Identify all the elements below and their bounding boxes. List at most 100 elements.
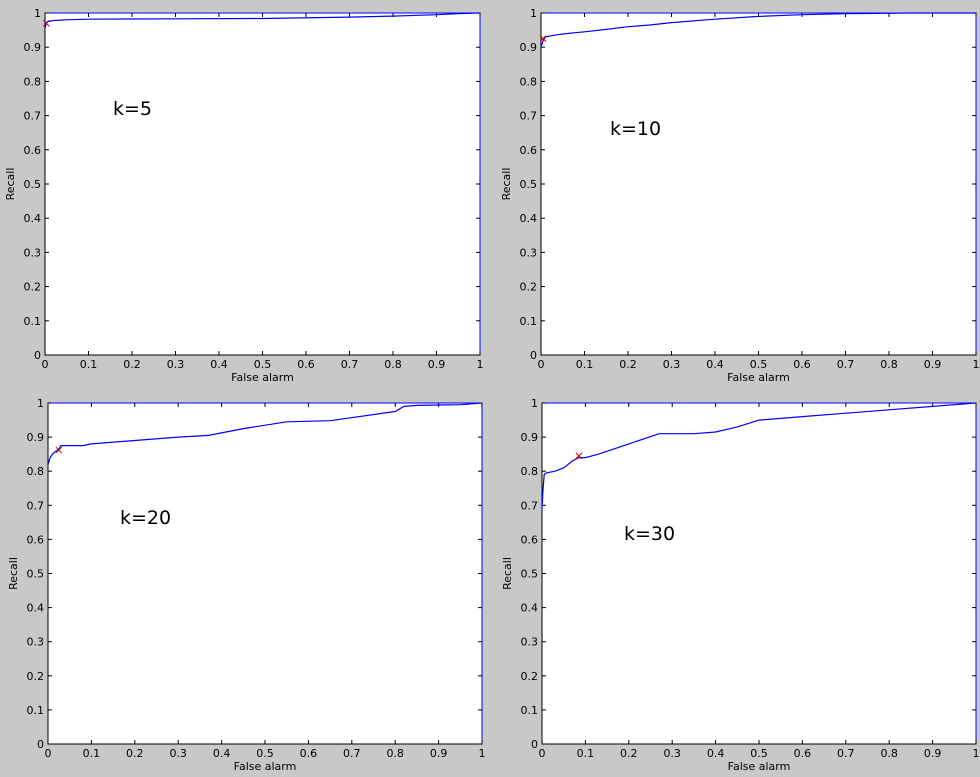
plot-area	[44, 12, 481, 356]
roc-curve	[540, 12, 976, 48]
x-tick-label: 0.4	[213, 747, 231, 760]
x-tick-label: 0.2	[126, 747, 144, 760]
y-tick-label: 0.1	[521, 704, 539, 717]
y-tick-label: 0.4	[521, 602, 539, 615]
y-tick-label: 0.8	[27, 465, 45, 478]
y-tick-label: 0.5	[520, 178, 538, 191]
x-tick-label: 0.5	[256, 747, 274, 760]
y-tick-label: 0.7	[521, 499, 539, 512]
x-tick-label: 0.6	[793, 358, 811, 371]
y-tick-label: 0	[530, 349, 537, 362]
y-tick-label: 0	[531, 738, 538, 751]
y-tick-label: 0.3	[521, 636, 539, 649]
y-tick-label: 0.3	[520, 246, 538, 259]
x-tick-label: 1	[973, 358, 980, 371]
y-tick-label: 0.2	[521, 670, 539, 683]
y-tick-label: 1	[37, 397, 44, 410]
k-annotation: k=10	[610, 118, 661, 140]
x-tick-label: 0.1	[577, 747, 595, 760]
y-tick-label: 0.7	[520, 110, 538, 123]
x-tick-label: 0.1	[576, 358, 594, 371]
y-tick-label: 0.4	[24, 212, 42, 225]
operating-point-marker	[575, 452, 583, 460]
marker-stroke	[55, 446, 63, 454]
x-tick-label: 0.7	[837, 747, 855, 760]
x-tick-label: 0.2	[619, 358, 637, 371]
y-tick-label: 1	[531, 397, 538, 410]
x-tick-label: 0.4	[706, 358, 724, 371]
x-tick-label: 0.3	[169, 747, 187, 760]
y-tick-label: 0.1	[27, 704, 45, 717]
y-tick-label: 0.6	[27, 533, 45, 546]
x-tick-label: 0.2	[123, 358, 141, 371]
y-tick-label: 0.6	[24, 144, 42, 157]
y-axis-label: Recall	[500, 168, 513, 201]
y-tick-label: 0.9	[27, 431, 45, 444]
x-tick-label: 0.8	[384, 358, 402, 371]
y-tick-label: 0.8	[521, 465, 539, 478]
x-tick-label: 0.2	[620, 747, 638, 760]
x-tick-label: 0.1	[83, 747, 101, 760]
plot-area	[47, 402, 483, 745]
x-axis-label: False alarm	[234, 760, 297, 773]
x-tick-label: 0.3	[663, 358, 681, 371]
y-tick-label: 0.3	[27, 636, 45, 649]
marker-stroke	[539, 35, 547, 43]
subplot-1: 0 0.1 0.2 0.3 0.4 0.5 0.6 0.7 0.8 0.9 1 0 0.1 0.2 0.3 0…	[4, 7, 484, 384]
plot-area	[540, 12, 977, 356]
x-tick-label: 0.3	[663, 747, 681, 760]
x-axis-label: False alarm	[727, 371, 790, 384]
y-tick-label: 0.1	[24, 315, 42, 328]
x-tick-label: 0.9	[924, 358, 942, 371]
x-tick-label: 0.7	[837, 358, 855, 371]
x-tick-label: 0.5	[750, 358, 768, 371]
y-tick-label: 1	[530, 7, 537, 20]
y-axis-label: Recall	[7, 557, 20, 590]
y-tick-label: 0.2	[24, 281, 42, 294]
x-tick-label: 0.4	[210, 358, 228, 371]
x-tick-label: 0.3	[167, 358, 185, 371]
y-tick-label: 0.4	[27, 602, 45, 615]
y-tick-label: 0.1	[520, 315, 538, 328]
x-tick-label: 0.1	[80, 358, 98, 371]
x-axis-label: False alarm	[231, 371, 294, 384]
x-tick-label: 0.4	[707, 747, 725, 760]
y-tick-label: 0.4	[520, 212, 538, 225]
x-tick-label: 0.8	[880, 358, 898, 371]
y-tick-label: 0.7	[24, 110, 42, 123]
x-tick-label: 1	[973, 747, 980, 760]
k-annotation: k=5	[113, 98, 152, 120]
y-tick-label: 1	[34, 7, 41, 20]
x-axis-label: False alarm	[728, 760, 791, 773]
y-tick-label: 0.8	[520, 75, 538, 88]
x-tick-label: 0.5	[254, 358, 272, 371]
y-tick-label: 0.6	[521, 533, 539, 546]
roc-curve	[44, 12, 481, 29]
x-tick-label: 0.6	[794, 747, 812, 760]
x-tick-label: 0.7	[341, 358, 359, 371]
x-tick-label: 0	[45, 747, 52, 760]
y-tick-label: 0	[37, 738, 44, 751]
x-tick-label: 1	[477, 358, 484, 371]
y-tick-label: 0.2	[27, 670, 45, 683]
roc-curve	[47, 402, 483, 465]
x-tick-label: 0	[42, 358, 49, 371]
x-tick-label: 0.9	[428, 358, 446, 371]
marker-stroke	[575, 452, 583, 460]
y-axis-label: Recall	[501, 557, 514, 590]
subplot-3: 0 0.1 0.2 0.3 0.4 0.5 0.6 0.7 0.8 0.9 1 0 0.1 0.2 0.3 0…	[7, 397, 486, 773]
operating-point-marker	[42, 19, 50, 27]
k-annotation: k=20	[120, 507, 171, 529]
x-tick-label: 0.5	[750, 747, 768, 760]
k-annotation: k=30	[624, 523, 675, 545]
y-tick-label: 0.3	[24, 246, 42, 259]
x-tick-label: 0	[538, 358, 545, 371]
y-tick-label: 0.2	[520, 281, 538, 294]
y-tick-label: 0.9	[520, 41, 538, 54]
y-tick-label: 0.8	[24, 75, 42, 88]
x-tick-label: 0	[539, 747, 546, 760]
y-tick-label: 0.9	[521, 431, 539, 444]
x-tick-label: 0.8	[880, 747, 898, 760]
x-tick-label: 0.6	[300, 747, 318, 760]
